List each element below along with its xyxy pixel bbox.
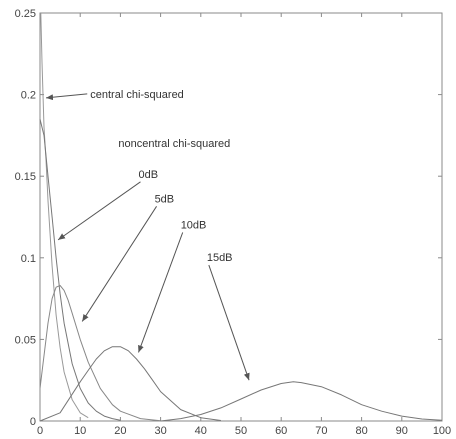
x-tick-label: 50 [235, 425, 247, 437]
annotation-label: central chi-squared [90, 89, 184, 101]
y-tick-label: 0.1 [21, 253, 36, 265]
x-tick-label: 20 [114, 425, 126, 437]
x-tick-label: 30 [154, 425, 166, 437]
x-tick-label: 10 [74, 425, 86, 437]
annotation-label: 5dB [155, 193, 175, 205]
annotation-arrow [138, 232, 184, 353]
x-tick-label: 40 [195, 425, 207, 437]
y-tick-label: 0.15 [15, 171, 36, 183]
x-tick-label: 70 [315, 425, 327, 437]
x-tick-label: 0 [37, 425, 43, 437]
series-layer [39, 12, 443, 422]
x-tick-label: 80 [355, 425, 367, 437]
annotation-arrow [208, 264, 250, 381]
x-tick-label: 90 [396, 425, 408, 437]
annotation-label: 15dB [207, 252, 233, 264]
plot-frame [39, 12, 443, 422]
series-line-15db [160, 381, 443, 422]
annotation-label: noncentral chi-squared [118, 138, 230, 150]
y-tick-label: 0 [30, 416, 36, 428]
annotation-arrow [57, 181, 141, 241]
y-tick-label: 0.2 [21, 90, 36, 102]
series-line-central-chi-squared [40, 12, 89, 419]
annotation-arrow [45, 93, 88, 101]
x-tick-label: 100 [433, 425, 451, 437]
y-tick-label: 0.25 [15, 8, 36, 20]
series-line-5db [39, 285, 161, 422]
annotation-label: 10dB [181, 219, 207, 231]
annotation-arrow [81, 206, 157, 322]
axes: 0 10 20 30 40 50 60 70 80 90 100 0 0.05 0.1 0.15 0.2 0.2… [15, 8, 452, 437]
y-tick-label: 0.05 [15, 334, 36, 346]
x-tick-label: 60 [275, 425, 287, 437]
annotations: central chi-squared noncentral chi-square… [45, 89, 250, 381]
annotation-label: 0dB [138, 169, 158, 181]
series-line-10db [39, 346, 221, 422]
series-line-0db [39, 118, 121, 421]
